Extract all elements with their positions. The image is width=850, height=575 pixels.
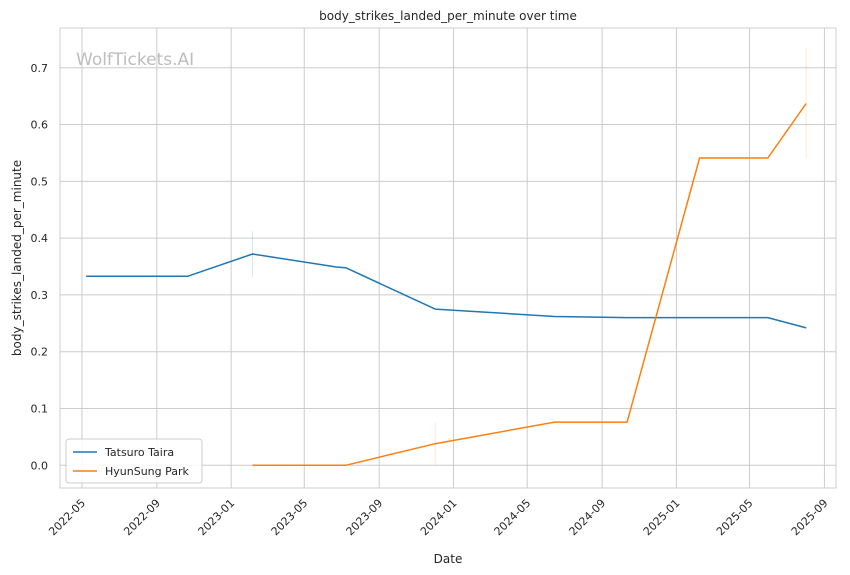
y-gridlines: [60, 67, 836, 466]
series-line-1: [252, 103, 807, 467]
legend-label: HyunSung Park: [105, 465, 190, 478]
legend-box: [65, 438, 203, 484]
series-line-0: [86, 253, 807, 329]
y-tick-label: 0.2: [31, 346, 49, 359]
series-lines: [86, 103, 807, 467]
x-gridlines: [81, 28, 825, 488]
y-tick-label: 0.6: [31, 119, 49, 132]
y-tick-label: 0.5: [31, 175, 49, 188]
watermark: WolfTickets.AI: [76, 50, 194, 70]
x-axis-title: Date: [434, 552, 463, 566]
legend-label: Tatsuro Taira: [104, 446, 174, 459]
y-tick-labels: 0.0 0.1 0.2 0.3 0.4 0.5 0.6 0.7: [31, 62, 49, 473]
chart-title: body_strikes_landed_per_minute over time: [319, 9, 577, 23]
y-tick-label: 0.7: [31, 62, 49, 75]
y-tick-label: 0.3: [31, 289, 49, 302]
plot-area: [59, 27, 837, 489]
y-tick-label: 0.4: [31, 232, 49, 245]
y-tick-label: 0.0: [31, 459, 49, 472]
y-axis-title: body_strikes_landed_per_minute: [10, 160, 24, 356]
y-tick-label: 0.1: [31, 402, 49, 415]
legend: Tatsuro Taira HyunSung Park: [65, 438, 203, 484]
